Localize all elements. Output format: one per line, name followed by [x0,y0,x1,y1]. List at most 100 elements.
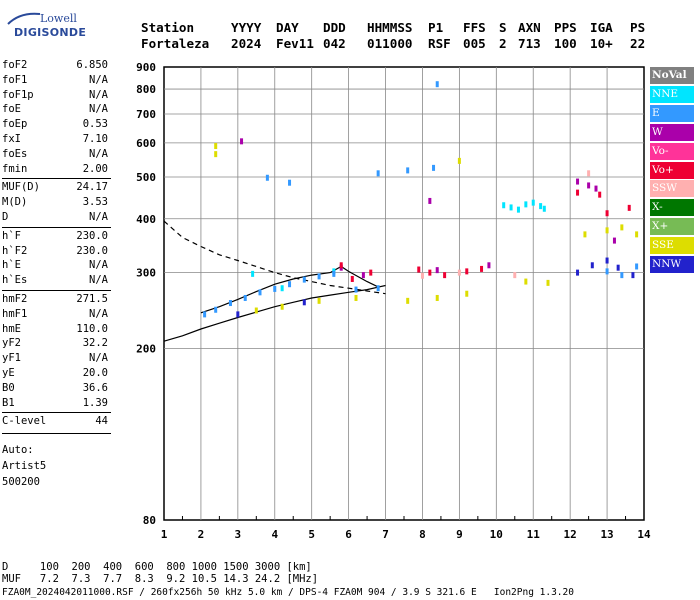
echo-point-nne [531,199,535,206]
header-label-9: PPS [554,20,577,35]
echo-point-ssw [420,272,424,279]
echo-point-sse [254,307,258,314]
header-value-5: RSF [428,36,451,51]
header-value-2: Fev11 [276,36,314,51]
param-value: N/A [89,103,108,116]
param-name: h`Es [2,274,28,287]
y-tick-label: 900 [136,61,156,74]
param-row-fmin: fmin 2.00 [2,162,108,177]
param-name: foF1 [2,73,28,86]
echo-point-nnw [616,264,620,271]
echo-point-e [265,174,269,181]
param-row-b0: B0 36.6 [2,381,108,396]
y-tick-label: 400 [136,213,156,226]
echo-point-nne [524,201,528,208]
param-value: N/A [89,211,108,223]
echo-point-e [605,268,609,275]
param-value: 7.10 [82,133,108,145]
echo-point-sse [583,231,587,238]
footer-d-row: D 100 200 400 600 800 1000 1500 3000 [km… [2,561,312,573]
echo-point-nne [516,206,520,213]
param-value: 110.0 [76,322,108,335]
param-value: N/A [89,307,108,320]
param-name: hmE [2,322,21,335]
echo-point-nnw [631,272,635,279]
plot-frame [163,66,645,521]
param-value: N/A [89,147,108,160]
echo-point-vo [627,204,631,211]
param-value: 32.2 [82,337,108,350]
echo-point-e [288,179,292,186]
y-tick-label: 200 [136,343,156,356]
param-separator [2,433,111,435]
x-tick-label: 7 [382,528,389,541]
param-row-hmf2: hmF2 271.5 [2,292,108,307]
echo-point-ssw [457,269,461,276]
param-separator [2,178,111,180]
header-label-2: DAY [276,20,299,35]
echo-point-vo [339,262,343,269]
echo-point-sse [214,151,218,158]
param-name: B0 [2,381,15,394]
echo-point-vo [350,275,354,282]
param-value: 230.0 [76,244,108,257]
echo-point-sse [317,297,321,304]
header-label-3: DDD [323,20,346,35]
param-name: D [2,211,9,223]
ionogram-chart: 1 2 3 4 5 6 7 8 9 10 11 12 13 14802003004005006007008… [136,61,651,541]
echo-point-e [214,306,218,313]
echo-point-nne [280,285,284,292]
echo-point-sse [546,279,550,286]
echo-point-e [354,286,358,293]
param-row-hmf1: hmF1 N/A [2,307,108,322]
echo-point-e [288,281,292,288]
param-value: 1.39 [82,396,108,409]
param-row-fof1p: foF1p N/A [2,88,108,103]
echo-point-nnw [605,257,609,264]
logo-digisonde: DIGISONDE [14,26,87,39]
x-tick-label: 12 [564,528,577,541]
echo-point-vo [605,210,609,217]
param-row-foep: foEp 0.53 [2,117,108,132]
logo-swoosh-icon [7,12,41,25]
legend-item-vo: Vo- [650,142,694,160]
auto-line-1: Artist5 [2,460,47,473]
x-tick-label: 9 [456,528,463,541]
param-row-hme: hmE 110.0 [2,322,108,337]
legend-item-e: E [650,104,694,122]
param-value: 0.53 [82,118,108,131]
header-label-0: Station [141,20,195,35]
header-value-4: 011000 [367,36,413,51]
param-row-hf2: h`F2 230.0 [2,244,108,259]
y-tick-label: 500 [136,171,156,184]
x-tick-label: 8 [419,528,426,541]
echo-point-e [332,270,336,277]
param-separator [2,290,111,291]
legend-item-noval: NoVal [650,67,694,84]
param-row-fxi: fxI 7.10 [2,132,108,147]
param-value: N/A [89,259,108,272]
echo-point-vo [576,189,580,196]
param-name: foEp [2,118,28,131]
param-row-b1: B1 1.39 [2,396,108,411]
echo-point-nnw [302,299,306,306]
param-value: 3.53 [82,196,108,209]
echo-point-w [428,197,432,204]
param-name: yF2 [2,337,21,350]
echo-point-sse [354,294,358,301]
echo-point-e [376,285,380,292]
x-tick-label: 13 [600,528,613,541]
param-value: 20.0 [82,367,108,379]
model-curve-2 [200,265,379,314]
echo-point-w [240,138,244,145]
header-value-9: 100 [554,36,577,51]
param-row-yf1: yF1 N/A [2,351,108,366]
param-name: yE [2,367,15,379]
echo-point-vo [443,272,447,279]
y-tick-label: 600 [136,137,156,150]
y-tick-label: 300 [136,267,156,280]
param-name: yF1 [2,352,21,365]
y-tick-label: 800 [136,83,156,96]
legend-item-vo: Vo+ [650,161,694,179]
echo-point-e [376,170,380,177]
